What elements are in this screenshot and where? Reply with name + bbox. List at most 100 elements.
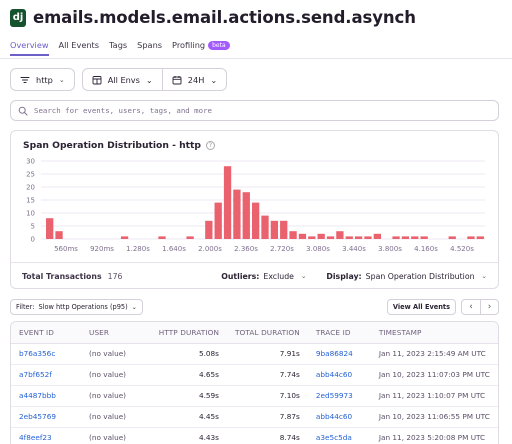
trace-id-link[interactable]: abb44c60 xyxy=(307,406,371,428)
trace-id-link[interactable]: a3e5c5da xyxy=(307,427,371,444)
x-tick-label: 2.360s xyxy=(234,245,258,253)
event-id-link[interactable]: a7bf652f xyxy=(11,364,81,386)
table-row: a4487bbb (no value) 4.59s 7.10s 2ed59973… xyxy=(11,385,498,407)
display-dropdown[interactable]: Display: Span Operation Distribution ⌄ xyxy=(326,272,487,281)
filter-lines-icon xyxy=(20,76,30,83)
y-tick-label: 5 xyxy=(31,223,35,231)
histogram-bar xyxy=(336,231,344,239)
total-duration-cell: 7.10s xyxy=(227,385,308,407)
events-table: EVENT ID USER HTTP DURATION TOTAL DURATI… xyxy=(11,322,498,444)
tab-spans[interactable]: Spans xyxy=(137,40,162,56)
histogram-bar xyxy=(251,202,260,239)
http-duration-cell: 5.08s xyxy=(149,343,227,365)
event-id-link[interactable]: b76a356c xyxy=(11,343,81,365)
chevron-down-icon: ⌄ xyxy=(481,272,487,280)
histogram-bar xyxy=(270,220,279,239)
outliers-label: Outliers: xyxy=(221,271,260,281)
trace-id-link[interactable]: 2ed59973 xyxy=(307,385,371,407)
tab-overview[interactable]: Overview xyxy=(10,40,49,56)
histogram-bar xyxy=(55,231,63,239)
filter-value: Slow http Operations (p95) xyxy=(38,303,128,311)
tab-label: Spans xyxy=(137,40,163,50)
total-duration-cell: 7.74s xyxy=(227,364,308,386)
http-duration-cell: 4.43s xyxy=(149,427,227,444)
view-all-events-button[interactable]: View All Events xyxy=(386,299,456,315)
tab-label: Tags xyxy=(109,40,128,50)
operation-filter-dropdown[interactable]: http ⌄ xyxy=(10,68,75,91)
tab-bar: Overview All Events Tags Spans Profiling… xyxy=(10,40,230,56)
trace-id-link[interactable]: 9ba86824 xyxy=(307,343,371,365)
user-cell: (no value) xyxy=(81,364,149,386)
column-header-timestamp[interactable]: TIMESTAMP xyxy=(370,322,498,344)
chevron-left-icon[interactable]: ‹ xyxy=(469,302,473,312)
beta-badge: beta xyxy=(208,40,230,50)
pagination: ‹ › xyxy=(461,299,499,315)
tab-all-events[interactable]: All Events xyxy=(59,40,99,56)
table-row: b76a356c (no value) 5.08s 7.91s 9ba86824… xyxy=(11,343,498,365)
column-header-user[interactable]: USER xyxy=(81,322,149,344)
histogram-bar xyxy=(326,236,335,239)
chart-card: Span Operation Distribution - http ? 0 5 1… xyxy=(10,130,499,289)
chevron-down-icon: ⌄ xyxy=(58,75,65,84)
events-table-card: EVENT ID USER HTTP DURATION TOTAL DURATI… xyxy=(10,321,499,444)
trace-id-link[interactable]: abb44c60 xyxy=(307,364,371,386)
http-duration-cell: 4.59s xyxy=(149,385,227,407)
display-value: Span Operation Distribution xyxy=(365,271,475,281)
calendar-grid-icon xyxy=(92,75,102,84)
histogram-bar xyxy=(364,236,372,239)
x-tick-label: 3.800s xyxy=(378,245,402,253)
histogram-bar xyxy=(345,236,353,239)
outliers-dropdown[interactable]: Outliers: Exclude ⌄ xyxy=(221,272,306,281)
page-title: emails.models.email.actions.send.asynch xyxy=(33,8,416,27)
period-dropdown[interactable]: 24H ⌄ xyxy=(161,69,226,90)
column-header-total-duration[interactable]: TOTAL DURATION xyxy=(227,322,308,344)
histogram-bar xyxy=(289,231,297,239)
x-tick-label: 3.440s xyxy=(342,245,366,253)
question-circle-icon[interactable]: ? xyxy=(206,141,216,150)
column-header-trace-id[interactable]: TRACE ID xyxy=(307,322,371,344)
period-value: 24H xyxy=(187,74,205,85)
chart-title: Span Operation Distribution - http xyxy=(23,140,202,151)
histogram-bar xyxy=(120,236,129,239)
tab-profiling[interactable]: Profiling beta xyxy=(172,40,230,56)
span-filter-dropdown[interactable]: Filter: Slow http Operations (p95) ⌄ xyxy=(10,299,143,315)
total-transactions-value: 176 xyxy=(107,271,123,281)
histogram-bar xyxy=(467,236,475,239)
environment-dropdown[interactable]: All Envs ⌄ xyxy=(83,69,162,90)
table-header-row: EVENT ID USER HTTP DURATION TOTAL DURATI… xyxy=(11,322,498,344)
histogram-bar xyxy=(317,233,325,239)
timestamp-cell: Jan 10, 2023 11:06:55 PM UTC xyxy=(370,406,498,428)
chevron-right-icon[interactable]: › xyxy=(480,300,498,314)
tab-tags[interactable]: Tags xyxy=(109,40,127,56)
tab-label: Overview xyxy=(10,40,49,50)
chart-footer: Total Transactions 176 Outliers: Exclude… xyxy=(11,262,498,289)
histogram-bar xyxy=(46,218,54,239)
page-filters: http ⌄ All Envs ⌄ 24H ⌄ xyxy=(10,68,228,91)
histogram-bar xyxy=(158,236,166,239)
search-bar xyxy=(10,100,499,121)
y-tick-label: 0 xyxy=(31,236,35,244)
histogram-bar xyxy=(476,236,484,239)
magnifier-icon xyxy=(18,106,28,115)
http-duration-cell: 4.45s xyxy=(149,406,227,428)
user-cell: (no value) xyxy=(81,406,149,428)
histogram-bar xyxy=(354,236,363,239)
column-header-http-duration[interactable]: HTTP DURATION xyxy=(149,322,227,344)
histogram-bar xyxy=(308,236,316,239)
event-id-link[interactable]: 4f8eef23 xyxy=(11,427,81,444)
search-input[interactable] xyxy=(34,106,474,115)
x-tick-label: 1.640s xyxy=(162,245,186,253)
histogram-bar xyxy=(448,236,456,239)
y-tick-label: 25 xyxy=(26,171,35,179)
x-tick-label: 2.000s xyxy=(198,245,222,253)
x-tick-label: 2.720s xyxy=(270,245,294,253)
event-id-link[interactable]: a4487bbb xyxy=(11,385,81,407)
column-header-event-id[interactable]: EVENT ID xyxy=(11,322,81,344)
x-tick-label: 920ms xyxy=(90,245,114,253)
total-duration-cell: 7.87s xyxy=(227,406,308,428)
histogram-bar xyxy=(214,202,222,239)
filter-label: Filter: xyxy=(16,303,35,311)
event-id-link[interactable]: 2eb45769 xyxy=(11,406,81,428)
y-tick-label: 15 xyxy=(26,197,35,205)
histogram-bar xyxy=(420,236,428,239)
